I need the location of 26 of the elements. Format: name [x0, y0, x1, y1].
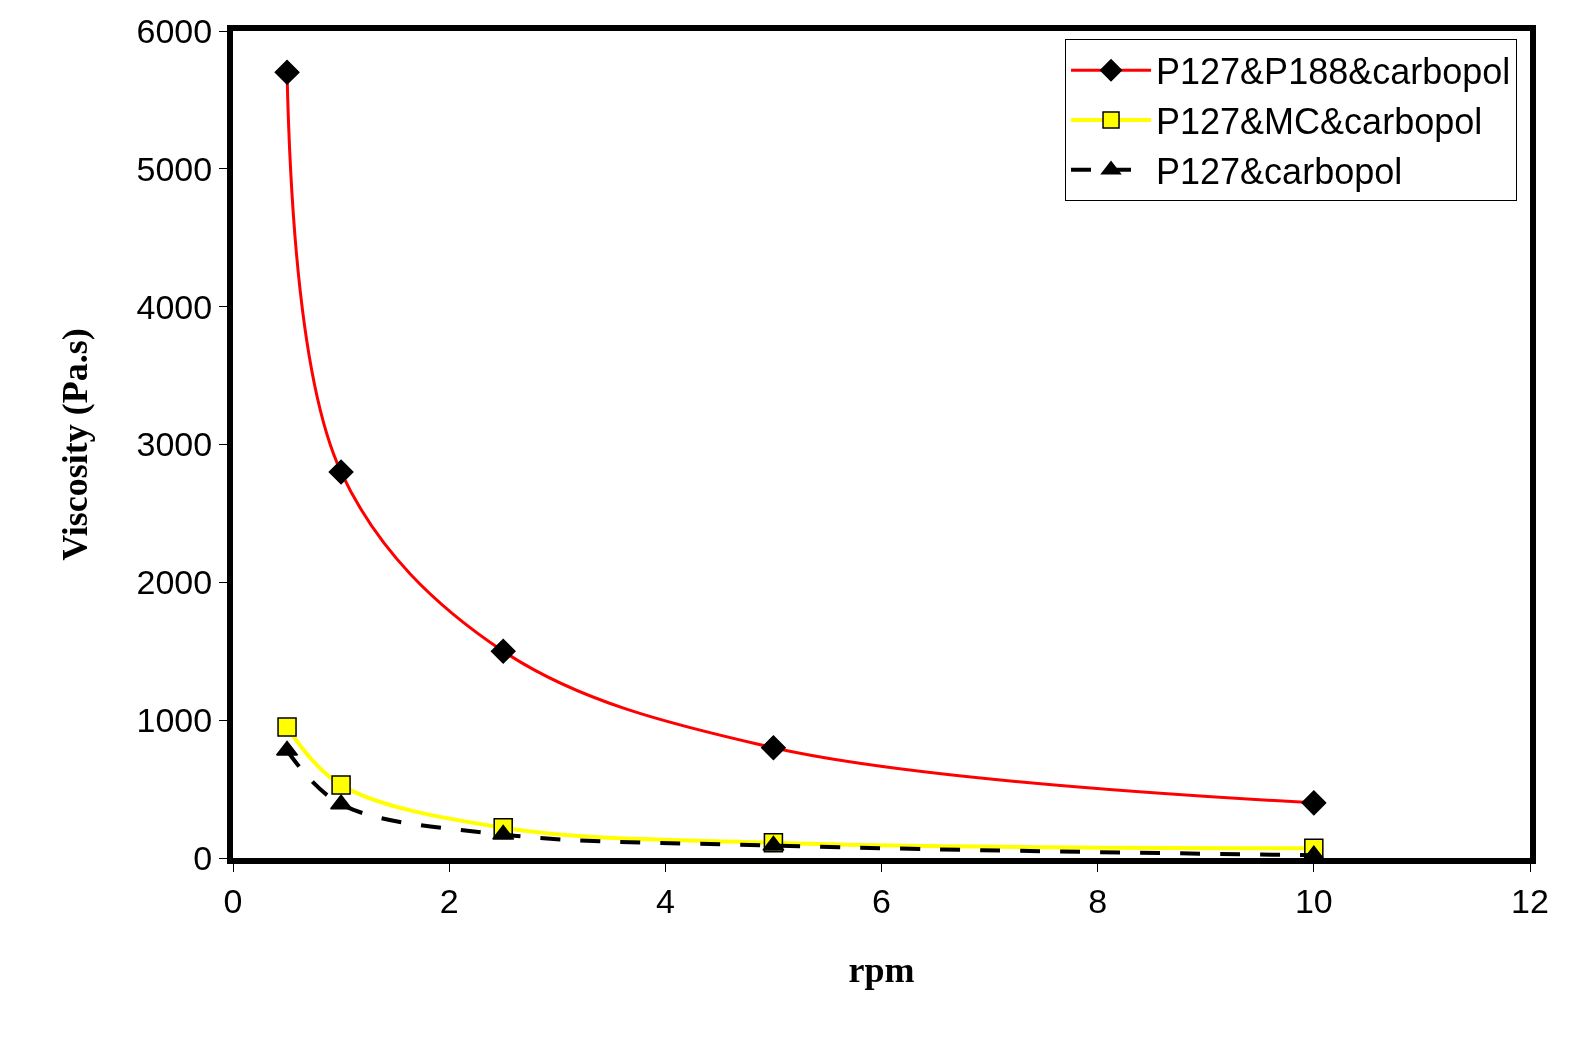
legend-label: P127&P188&carbopol [1156, 51, 1511, 93]
point [331, 775, 351, 795]
y-tick-label: 1000 [136, 701, 213, 740]
point [274, 59, 300, 85]
point [760, 735, 786, 761]
legend-label: P127&MC&carbopol [1156, 101, 1483, 143]
legend-label: P127&carbopol [1156, 150, 1403, 192]
x-tick-label: 2 [439, 881, 459, 920]
x-axis-title: rpm [848, 950, 915, 990]
y-tick-label: 6000 [136, 11, 213, 50]
x-tick-label: 12 [1511, 881, 1549, 920]
y-axis-title: Viscosity (Pa.s) [54, 328, 95, 561]
y-tick-label: 0 [193, 838, 213, 877]
point [1301, 790, 1327, 816]
point [277, 717, 297, 737]
x-tick-label: 8 [1088, 881, 1108, 920]
y-tick-label: 4000 [136, 287, 213, 326]
y-tick-label: 2000 [136, 563, 213, 602]
point [490, 638, 516, 664]
x-tick-label: 0 [223, 881, 243, 920]
x-tick-label: 4 [655, 881, 675, 920]
point [328, 459, 354, 485]
x-tick-label: 6 [872, 881, 891, 920]
y-tick-label: 5000 [136, 149, 213, 188]
x-tick-label: 10 [1294, 881, 1333, 920]
y-tick-label: 3000 [136, 425, 213, 464]
